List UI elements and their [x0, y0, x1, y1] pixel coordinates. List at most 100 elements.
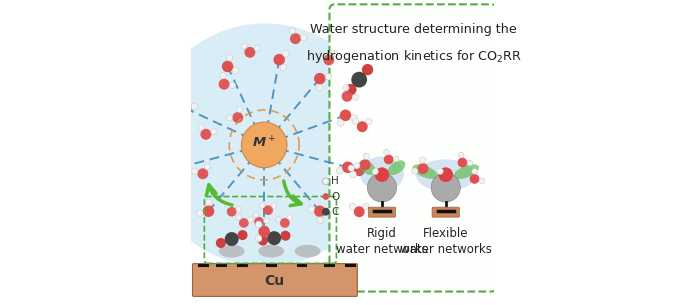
- Circle shape: [275, 217, 281, 222]
- Circle shape: [431, 173, 460, 202]
- Circle shape: [280, 218, 290, 228]
- Ellipse shape: [258, 245, 284, 257]
- Circle shape: [222, 61, 234, 72]
- Ellipse shape: [295, 245, 321, 257]
- Circle shape: [323, 193, 329, 200]
- Circle shape: [338, 120, 344, 126]
- Circle shape: [412, 168, 418, 174]
- Circle shape: [248, 217, 253, 222]
- Circle shape: [225, 232, 238, 246]
- Circle shape: [336, 167, 343, 174]
- Circle shape: [348, 165, 354, 171]
- Circle shape: [282, 50, 289, 57]
- Ellipse shape: [412, 164, 438, 179]
- Circle shape: [144, 23, 386, 266]
- Text: H: H: [332, 176, 339, 186]
- Circle shape: [353, 163, 360, 169]
- Circle shape: [322, 208, 329, 216]
- Ellipse shape: [453, 164, 479, 179]
- Circle shape: [197, 168, 208, 179]
- Circle shape: [438, 167, 453, 182]
- Circle shape: [241, 122, 287, 168]
- Circle shape: [280, 64, 287, 71]
- Circle shape: [357, 121, 368, 132]
- FancyBboxPatch shape: [369, 207, 396, 217]
- Ellipse shape: [388, 160, 406, 175]
- Circle shape: [206, 199, 212, 206]
- Text: Water structure determining the: Water structure determining the: [310, 23, 517, 37]
- Circle shape: [290, 33, 301, 44]
- Circle shape: [232, 67, 239, 74]
- Circle shape: [323, 54, 334, 65]
- Text: O: O: [332, 192, 340, 202]
- FancyBboxPatch shape: [329, 4, 497, 292]
- Text: Flexible
water networks: Flexible water networks: [400, 227, 492, 257]
- Circle shape: [227, 207, 236, 217]
- Circle shape: [253, 212, 259, 217]
- Circle shape: [362, 64, 373, 75]
- Circle shape: [198, 124, 205, 130]
- Circle shape: [191, 103, 198, 110]
- Circle shape: [472, 169, 477, 174]
- Text: M$^+$: M$^+$: [252, 136, 276, 151]
- Circle shape: [267, 231, 281, 245]
- Circle shape: [458, 158, 467, 167]
- Text: hydrogenation kinetics for CO$_2$RR: hydrogenation kinetics for CO$_2$RR: [306, 48, 522, 65]
- Circle shape: [437, 168, 443, 174]
- Text: Rigid
water networks: Rigid water networks: [336, 227, 428, 257]
- Circle shape: [236, 106, 242, 113]
- Circle shape: [203, 206, 214, 217]
- Circle shape: [254, 45, 260, 52]
- Circle shape: [314, 73, 325, 84]
- Circle shape: [236, 214, 242, 220]
- Circle shape: [343, 85, 349, 91]
- Circle shape: [260, 203, 265, 208]
- Circle shape: [287, 214, 292, 220]
- Circle shape: [175, 162, 186, 173]
- Circle shape: [271, 203, 277, 208]
- Text: Cu: Cu: [264, 274, 284, 288]
- Circle shape: [289, 28, 295, 34]
- Circle shape: [226, 115, 232, 121]
- Circle shape: [366, 118, 372, 125]
- Text: C: C: [332, 207, 338, 217]
- Circle shape: [367, 173, 397, 202]
- Circle shape: [216, 238, 226, 248]
- Circle shape: [319, 53, 325, 59]
- Circle shape: [204, 163, 210, 170]
- Ellipse shape: [219, 245, 245, 257]
- Circle shape: [229, 82, 236, 88]
- Circle shape: [393, 156, 399, 162]
- Circle shape: [258, 226, 270, 237]
- Circle shape: [236, 206, 242, 212]
- Circle shape: [345, 84, 356, 95]
- Circle shape: [301, 34, 307, 41]
- Circle shape: [241, 43, 247, 49]
- Circle shape: [353, 165, 364, 176]
- Circle shape: [264, 218, 269, 224]
- Circle shape: [225, 203, 231, 208]
- Circle shape: [238, 230, 247, 240]
- Circle shape: [169, 160, 176, 167]
- Circle shape: [470, 174, 479, 184]
- Circle shape: [192, 168, 198, 174]
- Circle shape: [256, 235, 262, 242]
- Circle shape: [254, 217, 264, 227]
- Circle shape: [360, 159, 371, 170]
- Circle shape: [342, 91, 353, 102]
- Circle shape: [308, 206, 314, 213]
- Circle shape: [384, 155, 393, 164]
- Circle shape: [180, 102, 192, 114]
- FancyBboxPatch shape: [192, 264, 358, 296]
- Circle shape: [245, 47, 256, 58]
- Circle shape: [280, 231, 290, 241]
- Ellipse shape: [416, 159, 475, 191]
- Circle shape: [239, 218, 249, 228]
- Circle shape: [273, 54, 285, 66]
- Circle shape: [458, 152, 464, 158]
- Circle shape: [314, 206, 325, 217]
- Circle shape: [479, 178, 485, 184]
- FancyBboxPatch shape: [432, 207, 460, 217]
- Circle shape: [332, 50, 338, 57]
- Circle shape: [256, 221, 262, 228]
